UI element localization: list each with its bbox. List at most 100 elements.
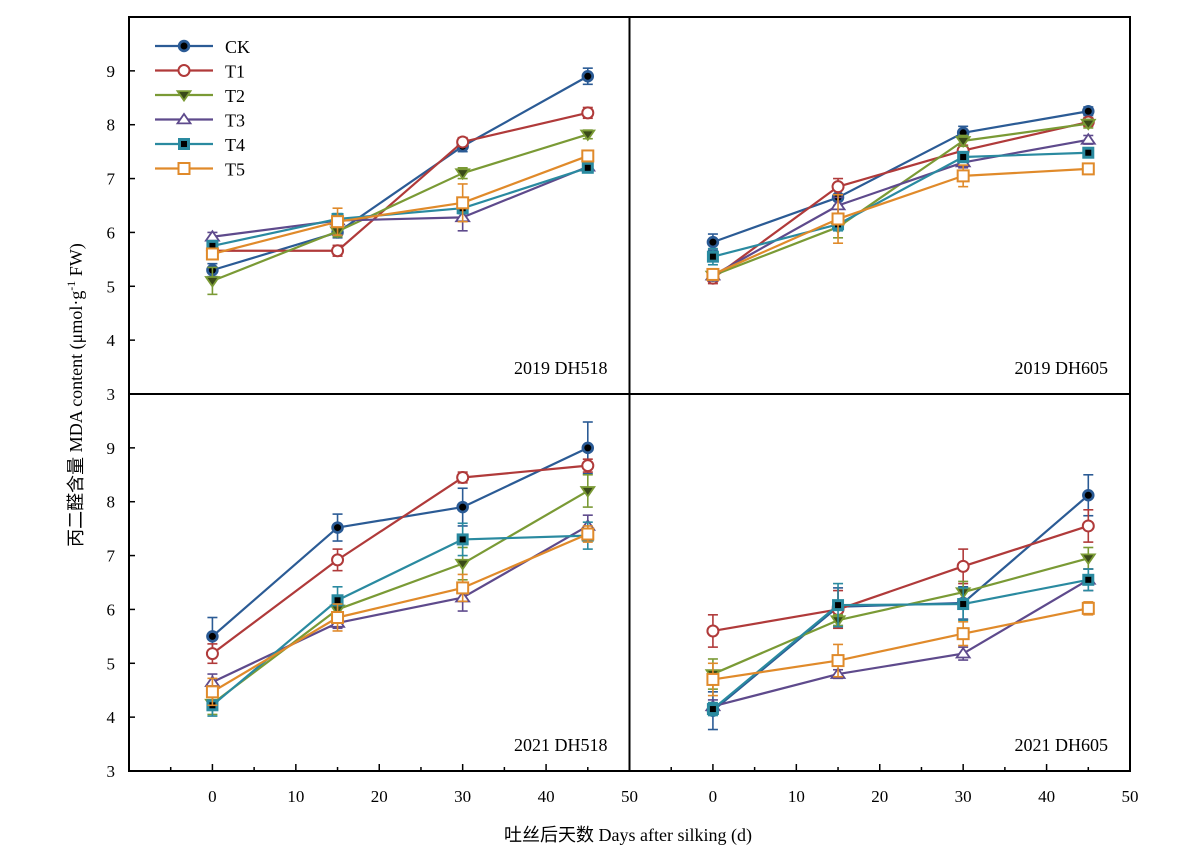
legend-marker-t4 [178,138,190,150]
series-ck [706,105,1095,252]
series-t1 [205,458,595,665]
series-t4 [706,568,1095,717]
series-line-t1 [712,524,1089,633]
data-point-ck-0-core [208,632,216,640]
data-point-t2-2 [454,558,471,571]
data-point-t4-1-core [334,597,341,604]
data-point-t4-2-core [960,601,967,608]
data-point-t4-0 [706,250,719,263]
x-tick-label: 30 [955,787,972,806]
series-line-t4 [712,151,1089,258]
data-point-ck-0 [206,630,219,643]
data-point-t2-3 [1080,118,1097,131]
data-point-t4-2-core [459,536,466,543]
series-line-ck [212,75,589,272]
data-point-t1-3 [581,106,595,120]
x-tick-label: 20 [371,787,388,806]
legend-marker-t2 [175,90,193,103]
series-line-ck [712,494,1090,712]
data-point-t5-0 [205,247,219,261]
series-line-t3 [712,578,1089,708]
y-axis-title-tail: FW) [66,243,87,281]
legend-label-t5: T5 [225,160,245,180]
legend: CK T1 T2 T3 T4 T5 [155,37,250,180]
data-point-t5-1 [331,215,345,229]
data-point-t4-3 [1082,573,1095,586]
series-line-t1 [212,111,589,252]
data-point-t5-2 [956,169,970,183]
x-tick-label: 50 [1122,787,1139,806]
x-tick-label: 50 [621,787,638,806]
legend-label-t1: T1 [225,62,245,82]
series-line-t3 [212,165,589,238]
series-ck [206,67,595,278]
data-point-t1-2 [456,135,470,149]
y-tick-label: 5 [107,277,116,296]
data-point-ck-0 [706,235,720,249]
data-point-t4-1 [832,599,845,612]
legend-marker-t5 [177,162,191,175]
data-point-ck-3 [1082,105,1095,118]
data-point-t5-1 [831,212,845,226]
series-line-t4 [212,166,589,247]
panel-label: 2021 DH605 [1015,735,1109,755]
series-t2 [204,473,597,716]
series-t5 [205,525,595,707]
panel-1: 2019 DH518 [204,67,608,378]
data-point-t3-3 [1080,132,1097,145]
series-line-ck [211,446,589,638]
y-tick-label: 3 [107,762,116,781]
x-tick-label: 40 [1038,787,1055,806]
series-ck [206,421,595,657]
data-point-ck-3 [581,441,595,455]
legend-marker-t3 [175,112,193,125]
data-point-t4-3 [1082,146,1095,159]
legend-label-t4: T4 [225,135,245,155]
series-t1 [706,115,1095,285]
y-tick-label: 9 [107,439,116,458]
x-tick-label: 10 [287,787,304,806]
data-point-ck-3-core [584,444,592,452]
data-point-t2-3 [579,129,597,142]
data-point-ck-3-core [1084,491,1092,499]
data-point-t5-2 [456,196,470,210]
series-line-t5 [212,154,589,256]
series-line-t4 [211,534,588,707]
series-line-t1 [211,464,588,655]
data-point-t2-3 [579,486,597,499]
panels: 2019 DH518 2019 DH605 2021 DH518 2021 DH605 [204,67,1109,755]
legend-label-ck: CK [225,37,250,57]
data-point-ck-3-core [1084,107,1092,115]
series-line-t2 [211,489,589,705]
panel-label: 2019 DH518 [514,358,608,378]
legend-marker-t1 [177,64,191,77]
series-line-t5 [211,533,589,693]
x-axis-title: 吐丝后天数 Days after silking (d) [504,825,752,846]
data-point-t2-2 [454,168,471,181]
series-t5 [706,162,1095,281]
data-point-t4-2 [456,533,469,546]
axes: 3 4 5 6 7 8 9 3 4 5 6 7 8 9 0 10 20 30 40 50 0 10 20 30 40 50 [107,62,1139,806]
data-point-t4-2-core [960,154,967,161]
data-point-t4-0-core [709,253,716,260]
data-point-ck-1-core [334,524,342,532]
series-line-t5 [712,607,1089,681]
data-point-t1-1 [831,180,845,194]
legend-item-t3: T3 [155,111,245,131]
legend-marker-t4-core [181,141,187,147]
y-tick-label: 5 [107,654,116,673]
data-point-t4-0-core [709,706,716,713]
series-t1 [706,508,1095,648]
series-line-t2 [712,557,1089,676]
data-point-t4-3 [581,161,594,174]
data-point-ck-0-core [709,238,717,246]
legend-item-ck: CK [155,37,250,57]
data-point-t1-2 [956,559,970,573]
x-tick-label: 40 [538,787,555,806]
series-t4 [206,521,594,717]
data-point-t4-3-core [1085,149,1092,156]
data-point-t5-3 [1081,162,1095,176]
y-tick-label: 6 [107,600,116,619]
legend-item-t5: T5 [155,160,245,180]
